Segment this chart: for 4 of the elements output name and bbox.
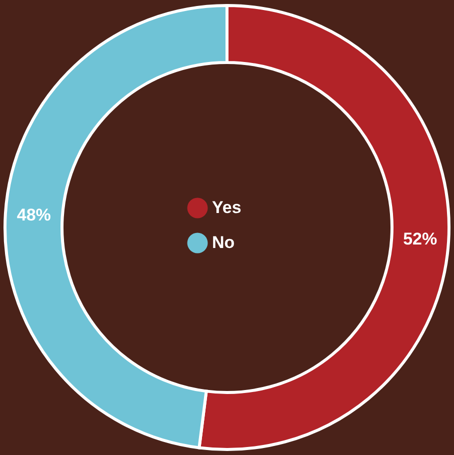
data-label: 48%: [16, 205, 51, 224]
data-label: 52%: [403, 230, 438, 249]
legend-label: Yes: [212, 198, 242, 217]
legend-label: No: [212, 233, 235, 252]
